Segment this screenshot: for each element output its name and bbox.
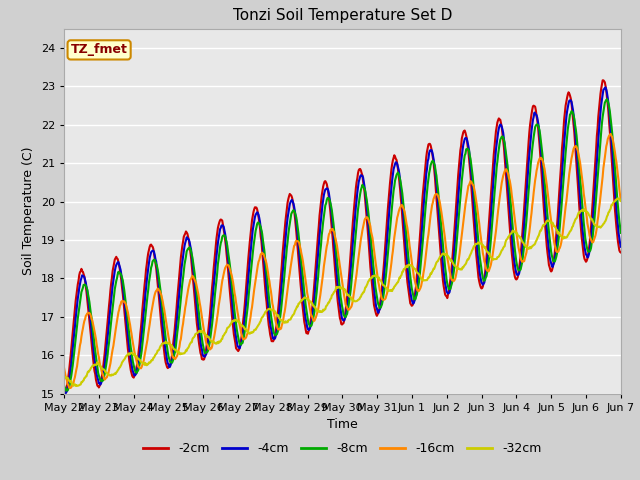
Title: Tonzi Soil Temperature Set D: Tonzi Soil Temperature Set D	[233, 9, 452, 24]
X-axis label: Time: Time	[327, 418, 358, 431]
Text: TZ_fmet: TZ_fmet	[70, 43, 127, 56]
Y-axis label: Soil Temperature (C): Soil Temperature (C)	[22, 147, 35, 276]
Legend: -2cm, -4cm, -8cm, -16cm, -32cm: -2cm, -4cm, -8cm, -16cm, -32cm	[138, 437, 547, 460]
